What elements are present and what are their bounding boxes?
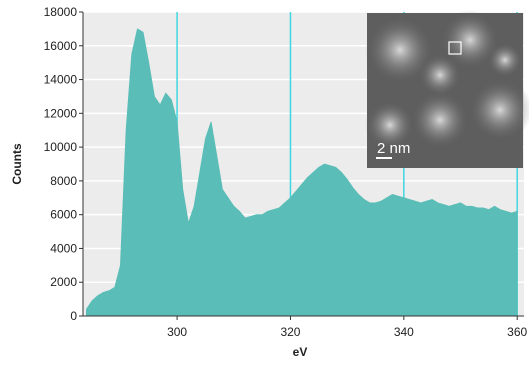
chart: 2 nm 0 2000 4000 6000 8000 10000 12000 14000 160…: [0, 0, 529, 366]
inset-image: 2 nm: [365, 10, 529, 168]
y-tick-label: 0: [70, 309, 77, 323]
scale-bar-label: 2 nm: [377, 140, 410, 157]
x-tick-label: 300: [167, 325, 187, 339]
y-tick-label: 16000: [44, 39, 78, 53]
y-tick-label: 6000: [50, 208, 77, 222]
y-axis-label: Counts: [10, 143, 24, 185]
y-tick-label: 14000: [44, 73, 78, 87]
x-axis-label: eV: [293, 345, 308, 359]
x-tick-label: 340: [394, 325, 414, 339]
x-tick-label: 360: [507, 325, 527, 339]
y-tick-label: 2000: [50, 275, 77, 289]
x-tick-label: 320: [280, 325, 300, 339]
y-tick-label: 4000: [50, 241, 77, 255]
y-tick-label: 8000: [50, 174, 77, 188]
y-tick-label: 18000: [44, 5, 78, 19]
y-tick-label: 10000: [44, 140, 78, 154]
y-tick-label: 12000: [44, 106, 78, 120]
